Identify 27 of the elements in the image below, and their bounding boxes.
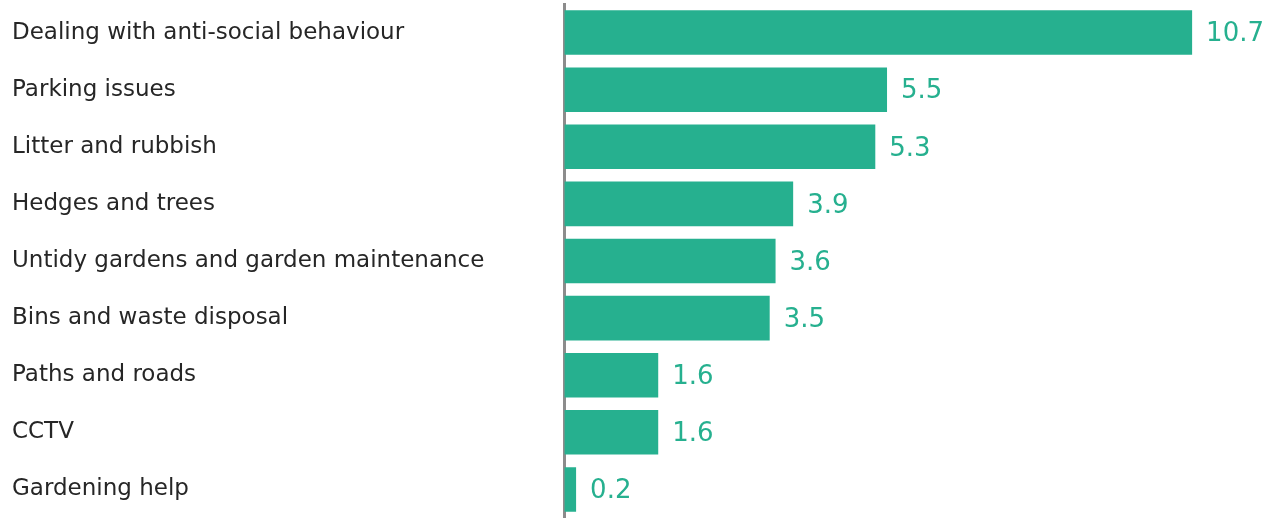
bar — [564, 238, 776, 284]
data-label: 5.3 — [889, 131, 931, 162]
bar — [564, 295, 770, 341]
bar — [564, 467, 577, 512]
y-tick-label: Bins and waste disposal — [12, 303, 289, 330]
data-label: 1.6 — [672, 359, 714, 390]
y-tick-label: CCTV — [12, 417, 75, 444]
y-tick-label: Paths and roads — [12, 360, 197, 387]
y-tick-label: Untidy gardens and garden maintenance — [12, 245, 485, 272]
y-tick-label: Litter and rubbish — [12, 131, 217, 158]
bar — [564, 124, 876, 170]
bar — [564, 410, 659, 455]
data-label: 3.5 — [783, 302, 826, 333]
data-label: 5.5 — [901, 74, 943, 105]
y-tick-label: Dealing with anti-social behaviour — [12, 17, 405, 44]
data-label: 10.7 — [1206, 17, 1264, 48]
bar — [564, 67, 888, 112]
bar — [564, 10, 1193, 55]
y-tick-label: Gardening help — [12, 474, 189, 501]
data-label: 0.2 — [590, 474, 632, 505]
bar — [564, 352, 659, 398]
data-label: 3.6 — [789, 245, 831, 276]
y-tick-label: Hedges and trees — [12, 188, 215, 215]
bar — [564, 181, 794, 227]
y-tick-label: Parking issues — [12, 74, 176, 101]
data-label: 1.6 — [672, 417, 714, 448]
data-label: 3.9 — [807, 188, 849, 219]
